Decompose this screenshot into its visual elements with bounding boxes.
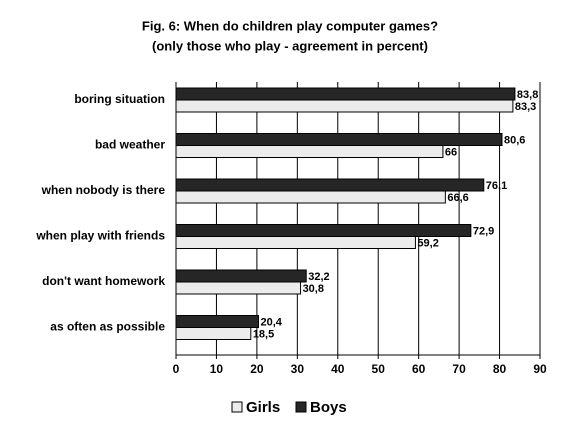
y-tick-label: bad weather [95, 138, 165, 152]
legend-swatch [231, 401, 243, 413]
y-tick-label: as often as possible [50, 320, 165, 334]
x-tick-label: 40 [331, 362, 345, 376]
bar [175, 224, 472, 237]
chart-subtitle: (only those who play - agreement in perc… [152, 38, 428, 53]
legend-swatch [295, 401, 307, 413]
x-tick-label: 80 [493, 362, 507, 376]
bar [175, 133, 503, 146]
x-tick-label: 60 [412, 362, 426, 376]
bar [175, 269, 307, 283]
x-tick-label: 90 [533, 362, 547, 376]
legend-label: Boys [310, 399, 347, 416]
y-tick-label: when nobody is there [41, 183, 166, 197]
chart-title: Fig. 6: When do children play computer g… [142, 18, 438, 33]
data-label: 76,1 [486, 180, 507, 192]
data-label: 66,6 [447, 192, 468, 204]
data-label: 80,6 [504, 134, 525, 146]
data-label: 18,5 [253, 328, 274, 340]
bar [175, 178, 485, 192]
y-tick-label: don't want homework [42, 274, 165, 288]
data-label: 59,2 [417, 237, 438, 249]
data-label: 66 [445, 146, 457, 158]
bar [175, 99, 514, 113]
bar [175, 190, 446, 204]
x-tick-label: 10 [210, 362, 224, 376]
data-label: 72,9 [473, 225, 494, 237]
y-tick-label: when play with friends [35, 229, 165, 243]
legend-label: Girls [246, 399, 280, 416]
bar [175, 145, 444, 158]
x-tick-label: 30 [291, 362, 305, 376]
y-tick-label: boring situation [74, 92, 165, 106]
bar [175, 327, 252, 340]
data-label: 83,8 [517, 89, 538, 101]
data-label: 83,3 [515, 101, 536, 113]
data-label: 20,4 [261, 316, 283, 328]
x-tick-label: 70 [452, 362, 466, 376]
bar [175, 236, 416, 249]
data-label: 30,8 [303, 283, 324, 295]
bar [175, 281, 302, 295]
data-label: 32,2 [308, 271, 329, 283]
x-tick-label: 0 [173, 362, 180, 376]
bar [175, 87, 516, 101]
x-tick-label: 20 [250, 362, 264, 376]
x-tick-label: 50 [372, 362, 386, 376]
bar [175, 315, 260, 328]
